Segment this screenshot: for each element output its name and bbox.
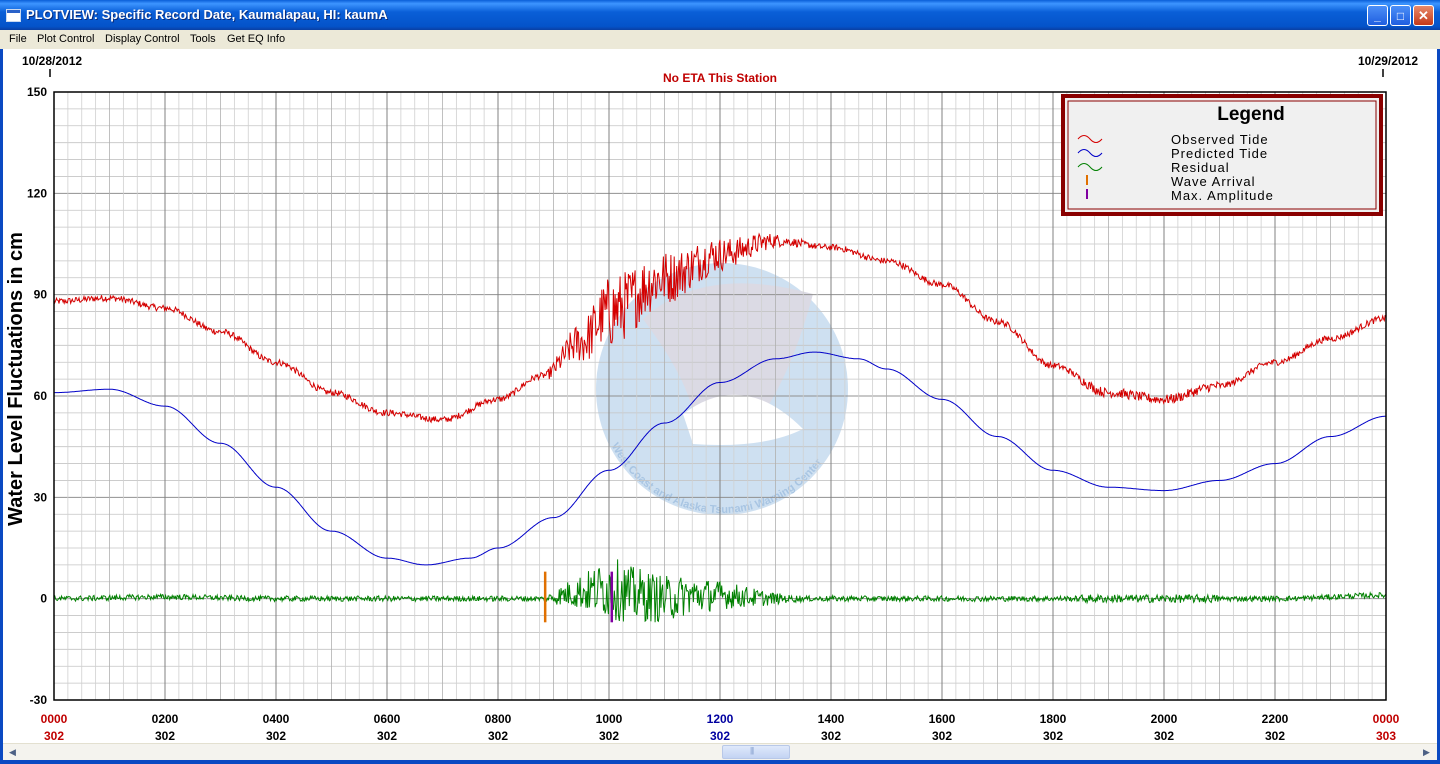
y-axis-label: Water Level Fluctuations in cm [5,232,27,526]
plot-area: West Coast and Alaska Tsunami Warning Ce… [3,49,1437,743]
x-tick-time: 1800 [1040,712,1067,726]
x-tick-day: 302 [155,729,175,743]
legend-swatch-1 [1077,149,1103,157]
legend-title: Legend [1217,104,1285,125]
x-tick-day: 302 [1154,729,1174,743]
maximize-button[interactable]: □ [1390,5,1411,26]
minimize-button[interactable]: _ [1367,5,1388,26]
y-tick-label: 150 [27,85,47,99]
end-date: 10/29/2012 [1358,54,1418,68]
menu-file[interactable]: File [9,33,27,45]
x-tick-time: 2200 [1262,712,1289,726]
x-tick-time: 1400 [818,712,845,726]
y-tick-label: 90 [34,288,48,302]
y-tick-label: 0 [40,592,47,606]
horizontal-scrollbar[interactable]: ◀ ▶ [3,743,1437,761]
x-tick-time: 2000 [1151,712,1178,726]
legend-label-3: Wave Arrival [1171,174,1255,189]
legend-label-1: Predicted Tide [1171,146,1268,161]
x-tick-day: 302 [599,729,619,743]
scroll-right-button[interactable]: ▶ [1423,747,1430,757]
scroll-left-button[interactable]: ◀ [9,747,16,757]
x-tick-time: 0000 [1373,712,1400,726]
x-tick-time: 0400 [263,712,290,726]
noaa-watermark: West Coast and Alaska Tsunami Warning Ce… [596,263,848,516]
x-axis: 0000 302 0200 302 0400 302 0600 302 0800 302 1000 3… [41,712,1400,743]
x-tick-day: 302 [266,729,286,743]
plot-series [54,232,1386,623]
x-tick-day: 302 [1265,729,1285,743]
plot-markers [543,571,614,623]
series-predicted-tide [54,351,1386,566]
window-frame-bottom [0,760,1440,764]
scroll-thumb[interactable] [722,745,790,759]
x-tick-time: 0000 [41,712,68,726]
plot-frame [53,91,1387,701]
x-tick-time: 1600 [929,712,956,726]
legend-label-4: Max. Amplitude [1171,188,1274,203]
y-tick-label: 120 [27,186,47,200]
y-tick-label: -30 [30,693,48,707]
legend-label-2: Residual [1171,160,1230,175]
legend-swatch-2 [1077,163,1103,171]
legend-swatch-0 [1077,135,1103,143]
menu-tools[interactable]: Tools [190,33,216,45]
tide-plot: West Coast and Alaska Tsunami Warning Ce… [5,54,1418,743]
x-tick-day: 303 [1376,729,1396,743]
close-button[interactable]: ✕ [1413,5,1434,26]
window-title: PLOTVIEW: Specific Record Date, Kaumalap… [26,7,388,22]
x-tick-day: 302 [710,729,730,743]
legend-box [1061,94,1383,216]
title-bar: PLOTVIEW: Specific Record Date, Kaumalap… [0,0,1440,30]
x-tick-time: 0800 [485,712,512,726]
menu-get-eq-info[interactable]: Get EQ Info [227,33,286,45]
menu-bar: File Plot Control Display Control Tools … [0,30,1440,49]
legend-label-0: Observed Tide [1171,132,1269,147]
y-axis: -30 0 30 60 90 120 150 [27,85,47,707]
x-tick-time: 1000 [596,712,623,726]
x-tick-day: 302 [488,729,508,743]
start-date: 10/28/2012 [22,54,82,68]
menu-plot-control[interactable]: Plot Control [37,33,95,45]
x-tick-time: 1200 [707,712,734,726]
x-tick-day: 302 [932,729,952,743]
window-frame-left [0,30,3,760]
x-tick-time: 0200 [152,712,179,726]
menu-display-control[interactable]: Display Control [105,33,180,45]
x-tick-day: 302 [377,729,397,743]
x-tick-day: 302 [44,729,64,743]
y-tick-label: 30 [34,490,48,504]
window-frame-right [1437,30,1440,760]
series-observed-tide [54,232,1386,424]
x-tick-day: 302 [821,729,841,743]
eta-status: No ETA This Station [663,71,777,85]
x-tick-day: 302 [1043,729,1063,743]
x-tick-time: 0600 [374,712,401,726]
app-icon[interactable] [6,9,21,22]
y-tick-label: 60 [34,389,48,403]
series-residual [54,559,1386,623]
